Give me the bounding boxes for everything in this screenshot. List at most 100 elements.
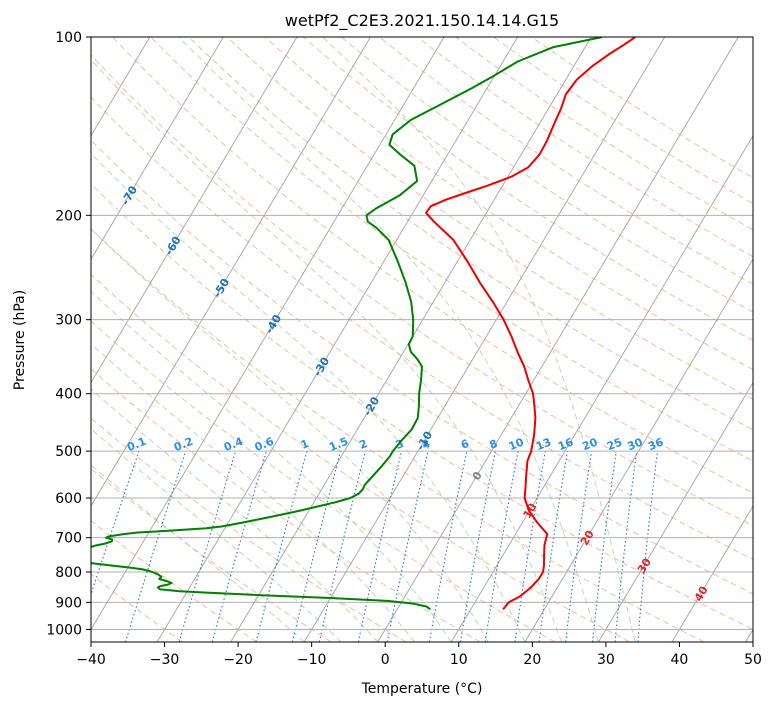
mixing-ratio-line <box>124 450 187 642</box>
y-tick-label: 600 <box>55 491 82 507</box>
moist-adiabat <box>91 388 379 642</box>
y-axis: 100 200 300 400 500 600 700 800 900 1000 <box>46 30 91 638</box>
temperature-line <box>425 37 636 611</box>
x-tick-label: 50 <box>744 652 762 668</box>
mixing-ratio-label: 8 <box>488 437 500 452</box>
isotherm-label: -40 <box>263 312 285 336</box>
moist-adiabat <box>91 58 563 642</box>
x-axis: −40 −30 −20 −10 0 10 20 30 40 50 <box>76 642 762 668</box>
isotherm <box>303 37 666 642</box>
dry-adiabat <box>91 320 556 642</box>
mixing-ratio-line <box>178 450 237 642</box>
dry-adiabat <box>530 37 753 179</box>
y-axis-label: Pressure (hPa) <box>12 290 28 390</box>
y-tick-label: 700 <box>55 531 82 547</box>
dewpoint-line <box>91 37 603 611</box>
y-tick-label: 300 <box>55 313 82 329</box>
isotherm <box>156 37 519 642</box>
mixing-ratio-label: 16 <box>556 435 575 453</box>
mixing-ratio-label: 20 <box>580 435 599 453</box>
isotherm-label: -20 <box>361 394 383 418</box>
chart-title: wetPf2_C2E3.2021.150.14.14.G15 <box>285 11 559 31</box>
pressure-gridlines <box>91 37 753 630</box>
dry-adiabat <box>91 228 705 642</box>
isotherm <box>671 505 753 642</box>
mixing-ratio-line <box>514 451 546 642</box>
isotherm-label: 30 <box>635 556 654 576</box>
dry-adiabat <box>91 417 407 642</box>
mixing-ratio-line <box>357 450 403 642</box>
dry-adiabat <box>416 37 753 258</box>
plot-frame <box>90 36 754 643</box>
mixing-ratio-label: 30 <box>626 435 645 453</box>
y-tick-label: 500 <box>55 444 82 460</box>
isotherm <box>745 628 753 642</box>
isotherm-label: -70 <box>119 183 141 207</box>
isotherm-label: 20 <box>578 528 597 548</box>
mixing-ratio-line <box>255 450 308 642</box>
isotherm <box>91 37 224 261</box>
mixing-ratio-line <box>318 450 366 642</box>
x-tick-label: −30 <box>150 652 180 668</box>
moist-adiabat <box>91 228 489 642</box>
profile-lines <box>91 37 636 611</box>
isotherm-label: -80 <box>69 143 91 167</box>
dry-adiabat <box>188 37 753 431</box>
y-tick-label: 400 <box>55 387 82 403</box>
dry-adiabat <box>226 37 753 400</box>
y-tick-label: 100 <box>55 30 82 46</box>
dry-adiabat <box>302 37 753 342</box>
x-tick-label: −10 <box>297 652 327 668</box>
x-tick-label: −20 <box>223 652 253 668</box>
dry-adiabat <box>91 139 753 595</box>
dry-adiabat <box>378 37 753 285</box>
moist-adiabat <box>91 152 526 642</box>
x-axis-label: Temperature (°C) <box>361 681 483 697</box>
background-lines <box>0 37 753 642</box>
moist-adiabat <box>178 37 599 642</box>
moist-adiabat <box>91 464 305 642</box>
isotherm <box>0 37 3 642</box>
x-tick-label: 10 <box>450 652 468 668</box>
dry-adiabat <box>150 37 753 462</box>
x-tick-label: −40 <box>76 652 106 668</box>
mixing-ratio-line <box>291 450 342 642</box>
mixing-ratio-line <box>565 451 593 642</box>
x-tick-label: 40 <box>671 652 689 668</box>
mixing-ratio-label: 10 <box>507 435 526 453</box>
dry-adiabat <box>91 96 753 560</box>
isotherm-label: -10 <box>414 429 436 453</box>
dry-adiabat <box>91 519 258 642</box>
isotherm <box>450 134 753 642</box>
moist-adiabat <box>91 428 342 642</box>
dry-adiabat <box>91 54 753 527</box>
mixing-ratio-line <box>614 451 638 642</box>
mixing-ratio-label: 25 <box>605 436 624 454</box>
mixing-ratio-line <box>637 451 659 642</box>
mixing-ratio-label: 6 <box>459 437 471 452</box>
y-tick-label: 800 <box>55 565 82 581</box>
isotherm <box>524 258 753 642</box>
dry-adiabat <box>91 273 630 642</box>
dry-adiabat <box>112 37 753 494</box>
dry-adiabat <box>91 183 753 630</box>
isotherm <box>598 381 753 642</box>
dry-adiabat <box>91 368 481 642</box>
mixing-ratio-line <box>211 450 267 642</box>
isotherm-label: -50 <box>211 276 233 300</box>
mixing-ratio-line <box>592 451 617 642</box>
dry-adiabat <box>91 573 183 642</box>
dry-adiabat <box>492 37 753 205</box>
y-tick-label: 900 <box>55 595 82 611</box>
mixing-ratio-label: 1 <box>299 437 311 452</box>
isotherm <box>91 37 298 384</box>
mixing-ratio-label: 2 <box>357 437 369 452</box>
isotherm <box>91 37 371 507</box>
isotherm <box>377 37 739 642</box>
mixing-ratio-line <box>386 450 429 642</box>
dry-adiabat <box>340 37 753 313</box>
x-tick-label: 0 <box>381 652 390 668</box>
isotherm-label: 0 <box>470 469 485 483</box>
isotherm-label: -90 <box>19 104 41 128</box>
